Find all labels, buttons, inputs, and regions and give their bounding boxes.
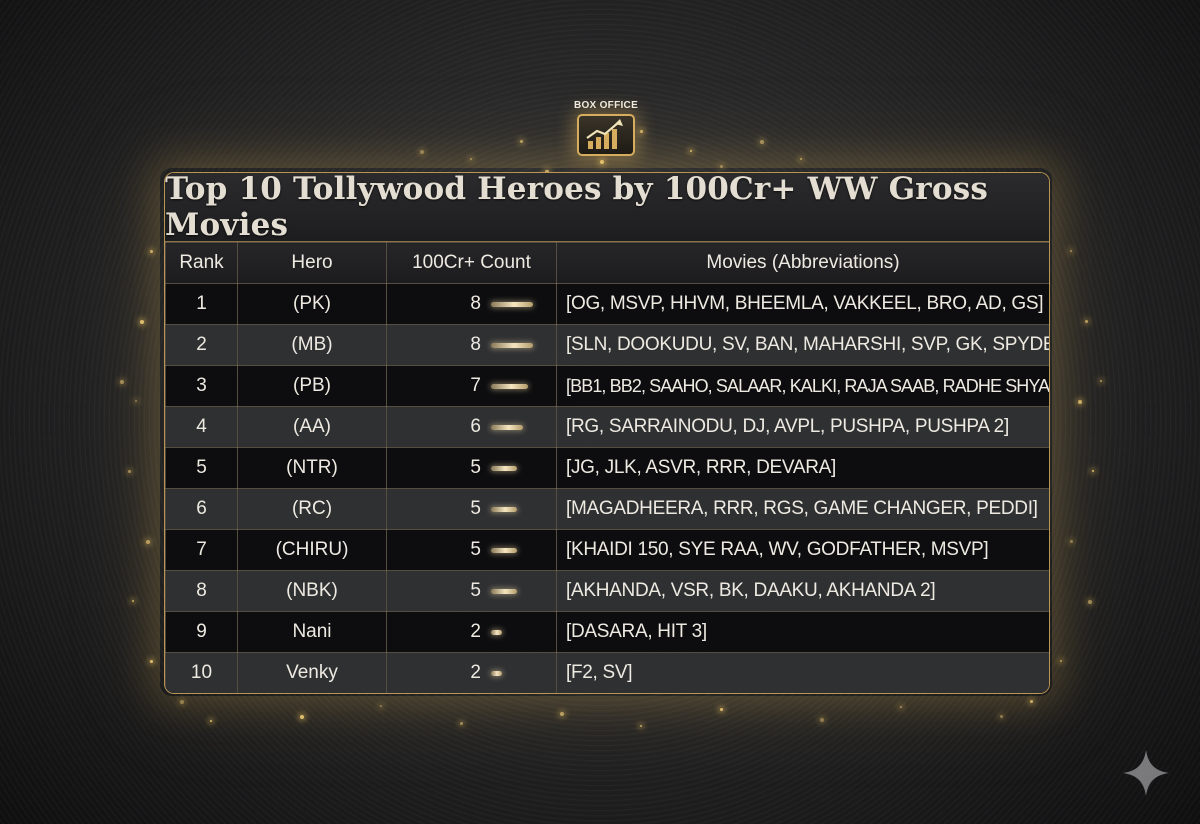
movies-cell: [JG, JLK, ASVR, RRR, DEVARA]: [556, 447, 1049, 489]
hero-cell: Venky: [237, 652, 387, 693]
rank-cell: 10: [165, 652, 238, 693]
count-value: 7: [470, 375, 481, 396]
movies-cell: [RG, SARRAINODU, DJ, AVPL, PUSHPA, PUSHP…: [556, 406, 1049, 448]
count-cell: 5: [386, 447, 557, 489]
count-value: 2: [470, 621, 481, 642]
gemini-sparkle-icon: [1121, 748, 1171, 798]
column-header-rank: Rank: [165, 242, 238, 284]
bar-chart-growth-icon: [577, 114, 635, 156]
column-header-movies: Movies (Abbreviations): [556, 242, 1049, 284]
count-cell: 8: [386, 283, 557, 325]
movies-cell: [F2, SV]: [556, 652, 1049, 693]
rank-cell: 6: [165, 488, 238, 530]
table-row: 6 (RC) 5 [MAGADHEERA, RRR, RGS, GAME CHANGE…: [165, 488, 1049, 530]
table-row: 10 Venky 2 [F2, SV]: [165, 652, 1049, 693]
rank-cell: 3: [165, 365, 238, 407]
movies-cell: [AKHANDA, VSR, BK, DAAKU, AKHANDA 2]: [556, 570, 1049, 612]
box-office-emblem: BOX OFFICE: [566, 100, 646, 158]
count-bar: [491, 342, 533, 348]
table-row: 1 (PK) 8 [OG, MSVP, HHVM, BHEEMLA, VAKKEEL,…: [165, 283, 1049, 325]
count-bar: [491, 588, 517, 594]
column-header-count: 100Cr+ Count: [386, 242, 557, 284]
hero-cell: (NTR): [237, 447, 387, 489]
title-bar: Top 10 Tollywood Heroes by 100Cr+ WW Gro…: [165, 172, 1049, 243]
count-bar: [491, 629, 502, 635]
count-cell: 2: [386, 652, 557, 693]
count-bar: [491, 506, 517, 512]
ranking-table-card: Top 10 Tollywood Heroes by 100Cr+ WW Gro…: [164, 172, 1050, 694]
hero-cell: (MB): [237, 324, 387, 366]
rank-cell: 9: [165, 611, 238, 653]
rank-cell: 2: [165, 324, 238, 366]
table-row: 4 (AA) 6 [RG, SARRAINODU, DJ, AVPL, PUSHPA,…: [165, 406, 1049, 448]
hero-cell: (PK): [237, 283, 387, 325]
ranking-table: Rank Hero 100Cr+ Count Movies (Abbreviat…: [165, 242, 1049, 693]
count-bar: [491, 383, 528, 389]
rank-cell: 5: [165, 447, 238, 489]
rank-cell: 7: [165, 529, 238, 571]
count-cell: 5: [386, 529, 557, 571]
table-row: 7 (CHIRU) 5 [KHAIDI 150, SYE RAA, WV, GODFA…: [165, 529, 1049, 571]
count-cell: 5: [386, 570, 557, 612]
count-cell: 2: [386, 611, 557, 653]
hero-cell: (NBK): [237, 570, 387, 612]
count-value: 5: [470, 580, 481, 601]
table-row: 2 (MB) 8 [SLN, DOOKUDU, SV, BAN, MAHARSHI, …: [165, 324, 1049, 366]
movies-cell: [DASARA, HIT 3]: [556, 611, 1049, 653]
count-value: 5: [470, 457, 481, 478]
movies-cell: [OG, MSVP, HHVM, BHEEMLA, VAKKEEL, BRO, …: [556, 283, 1049, 325]
table-body: 1 (PK) 8 [OG, MSVP, HHVM, BHEEMLA, VAKKEEL,…: [165, 283, 1049, 693]
movies-cell: [KHAIDI 150, SYE RAA, WV, GODFATHER, MSV…: [556, 529, 1049, 571]
hero-cell: Nani: [237, 611, 387, 653]
count-cell: 6: [386, 406, 557, 448]
movies-cell: [SLN, DOOKUDU, SV, BAN, MAHARSHI, SVP, G…: [556, 324, 1049, 366]
count-cell: 5: [386, 488, 557, 530]
table-row: 8 (NBK) 5 [AKHANDA, VSR, BK, DAAKU, AKHANDA…: [165, 570, 1049, 612]
count-value: 8: [470, 293, 481, 314]
count-cell: 7: [386, 365, 557, 407]
table-header-row: Rank Hero 100Cr+ Count Movies (Abbreviat…: [165, 242, 1049, 284]
table-title: Top 10 Tollywood Heroes by 100Cr+ WW Gro…: [165, 172, 989, 243]
movies-cell: [MAGADHEERA, RRR, RGS, GAME CHANGER, PED…: [556, 488, 1049, 530]
count-bar: [491, 670, 502, 676]
hero-cell: (RC): [237, 488, 387, 530]
count-bar: [491, 547, 517, 553]
hero-cell: (AA): [237, 406, 387, 448]
count-bar: [491, 424, 523, 430]
count-bar: [491, 301, 533, 307]
hero-cell: (CHIRU): [237, 529, 387, 571]
rank-cell: 1: [165, 283, 238, 325]
rank-cell: 8: [165, 570, 238, 612]
count-value: 2: [470, 662, 481, 683]
movies-cell: [BB1, BB2, SAAHO, SALAAR, KALKI, RAJA SA…: [556, 365, 1049, 407]
count-bar: [491, 465, 517, 471]
count-value: 5: [470, 498, 481, 519]
hero-cell: (PB): [237, 365, 387, 407]
count-value: 6: [470, 416, 481, 437]
table-row: 9 Nani 2 [DASARA, HIT 3]: [165, 611, 1049, 653]
emblem-label: BOX OFFICE: [573, 100, 639, 111]
table-row: 3 (PB) 7 [BB1, BB2, SAAHO, SALAAR, KALKI, R…: [165, 365, 1049, 407]
count-value: 5: [470, 539, 481, 560]
table-row: 5 (NTR) 5 [JG, JLK, ASVR, RRR, DEVARA]: [165, 447, 1049, 489]
count-value: 8: [470, 334, 481, 355]
column-header-hero: Hero: [237, 242, 387, 284]
count-cell: 8: [386, 324, 557, 366]
rank-cell: 4: [165, 406, 238, 448]
